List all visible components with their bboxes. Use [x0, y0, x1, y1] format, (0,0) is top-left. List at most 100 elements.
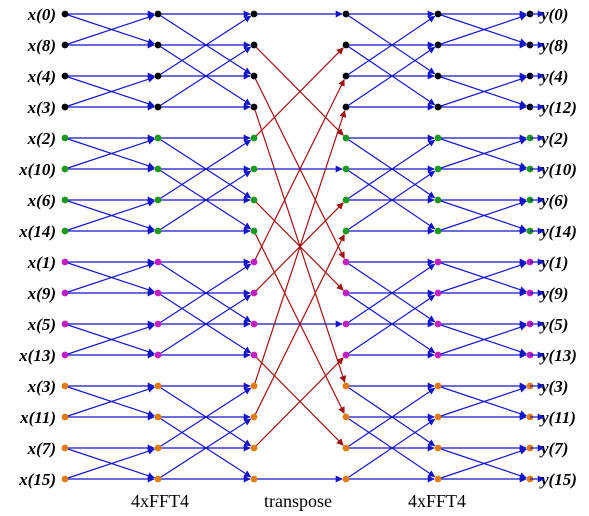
output-label: y(14)	[539, 222, 577, 241]
node	[342, 72, 350, 80]
butterfly-edge	[64, 199, 155, 232]
transpose-edge	[253, 106, 347, 383]
node	[61, 10, 69, 18]
node	[434, 103, 442, 111]
node	[342, 103, 350, 111]
butterfly-edge	[345, 292, 436, 354]
butterfly-edge	[157, 44, 252, 106]
node	[342, 351, 350, 359]
output-label: y(1)	[539, 253, 568, 272]
butterfly-edge	[64, 385, 155, 418]
butterfly-edge	[64, 137, 155, 170]
input-label: x(3)	[27, 98, 56, 117]
transpose-edge	[253, 230, 345, 415]
butterfly-edge	[437, 199, 527, 232]
input-label: x(6)	[27, 191, 56, 210]
butterfly-edge	[64, 13, 155, 46]
butterfly-edge	[345, 44, 436, 106]
node	[61, 351, 69, 359]
butterfly-edge	[157, 261, 252, 323]
transpose-edge	[253, 199, 344, 291]
input-label: x(3)	[27, 377, 56, 396]
node	[250, 72, 258, 80]
node	[154, 72, 162, 80]
butterfly-edge	[437, 13, 527, 46]
butterfly-edge	[345, 170, 436, 232]
output-arrows	[530, 10, 545, 483]
butterfly-edge	[345, 137, 436, 199]
stage-label-first-fft4: 4xFFT4	[131, 491, 189, 511]
butterfly-edge	[157, 385, 252, 447]
transpose-edge	[253, 75, 345, 260]
butterfly-edge	[437, 75, 527, 108]
node	[250, 320, 258, 328]
butterfly-edge	[437, 385, 527, 418]
butterfly-edge	[157, 263, 252, 325]
node	[342, 444, 350, 452]
node	[250, 351, 258, 359]
butterfly-edge	[157, 418, 252, 480]
output-label: y(11)	[539, 408, 576, 427]
stage-label-transpose: transpose	[264, 491, 332, 511]
node	[434, 289, 442, 297]
node	[61, 258, 69, 266]
butterfly-edge	[437, 385, 527, 418]
butterfly-edge	[64, 323, 155, 356]
transpose-edge	[253, 357, 344, 449]
transpose-edge	[253, 110, 347, 387]
butterfly-edge	[437, 261, 527, 294]
node	[250, 258, 258, 266]
butterfly-edge	[157, 292, 252, 354]
input-label: x(1)	[27, 253, 56, 272]
stage-label-second-fft4: 4xFFT4	[408, 491, 466, 511]
node	[250, 413, 258, 421]
node	[61, 103, 69, 111]
node	[154, 103, 162, 111]
nodes-layer	[61, 10, 534, 483]
node	[154, 227, 162, 235]
butterfly-edge	[437, 447, 527, 480]
butterfly-edge	[437, 13, 527, 46]
butterfly-edge	[345, 418, 436, 480]
node	[250, 227, 258, 235]
node	[154, 165, 162, 173]
node	[434, 165, 442, 173]
butterfly-edge	[64, 75, 155, 108]
node	[61, 444, 69, 452]
node	[342, 41, 350, 49]
output-label: y(15)	[539, 470, 577, 489]
butterfly-edge	[345, 139, 436, 201]
input-labels: x(0) x(8) x(4) x(3) x(2) x(10) x(6) x(14) x(1) x(…	[18, 5, 56, 489]
output-label: y(5)	[539, 315, 568, 334]
butterfly-edge	[157, 15, 252, 77]
butterfly-edge	[345, 387, 436, 449]
butterfly-edge	[64, 13, 155, 46]
node	[250, 103, 258, 111]
butterfly-edge	[345, 385, 436, 447]
node	[61, 289, 69, 297]
node	[250, 382, 258, 390]
butterfly-edge	[345, 46, 436, 108]
node	[342, 382, 350, 390]
transpose-edge	[253, 47, 344, 139]
node	[342, 475, 350, 483]
node	[434, 351, 442, 359]
node	[250, 475, 258, 483]
butterfly-edge	[437, 323, 527, 356]
butterfly-edge	[64, 447, 155, 480]
butterfly-edge	[345, 13, 436, 75]
node	[154, 41, 162, 49]
butterfly-edge	[157, 168, 252, 230]
node	[434, 320, 442, 328]
input-label: x(13)	[18, 346, 56, 365]
output-labels: y(0) y(8) y(4) y(12) y(2) y(10) y(6) y(14) y(1) y…	[539, 5, 577, 489]
input-label: x(0)	[27, 5, 56, 24]
node	[154, 351, 162, 359]
output-label: y(10)	[539, 160, 577, 179]
butterfly-edge	[157, 139, 252, 201]
node	[250, 196, 258, 204]
node	[342, 320, 350, 328]
node	[154, 320, 162, 328]
output-label: y(13)	[539, 346, 577, 365]
butterfly-edge	[345, 168, 436, 230]
